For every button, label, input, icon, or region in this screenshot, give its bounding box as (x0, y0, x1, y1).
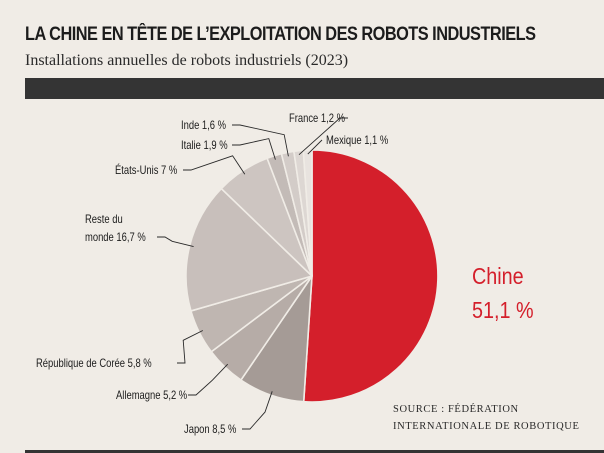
pie-slice-chine (302, 149, 439, 403)
leader-line-inde (232, 124, 289, 157)
slice-label-mexique: Mexique 1,1 % (326, 134, 388, 147)
slice-label-etats-unis: États-Unis 7 % (115, 163, 177, 177)
source-line-1: SOURCE : FÉDÉRATION (393, 404, 519, 415)
slice-value-reste-du-monde: monde 16,7 % (85, 231, 146, 244)
pie-slices (185, 149, 439, 403)
leader-line-reste-du-monde (157, 236, 194, 248)
chart-title: LA CHINE EN TÊTE DE L’EXPLOITATION DES R… (25, 24, 536, 45)
leader-line-etats-unis (183, 155, 246, 175)
slice-value-chine: 51,1 % (472, 298, 534, 324)
slice-label-japon: Japon 8,5 % (184, 423, 236, 436)
leader-line-mexique (307, 139, 323, 155)
leader-line-republique-de-coree (177, 330, 204, 364)
header-bar (25, 78, 604, 99)
slice-label-republique-de-coree: République de Corée 5,8 % (36, 357, 152, 370)
slice-label-allemagne: Allemagne 5,2 % (116, 389, 187, 402)
slice-label-inde: Inde 1,6 % (181, 119, 226, 132)
slice-label-chine: Chine (472, 264, 524, 290)
pie-labels: Chine 51,1 % Japon 8,5 % Allemagne 5,2 % Rép… (36, 112, 534, 436)
source-note: SOURCE : FÉDÉRATION INTERNATIONALE DE RO… (393, 401, 580, 435)
bottom-rule (25, 450, 604, 453)
leader-line-japon (242, 391, 273, 430)
leader-line-italie (232, 138, 276, 160)
slice-label-france: France 1,2 % (289, 112, 345, 125)
slice-label-reste-du-monde: Reste du (85, 213, 123, 226)
chart-subtitle: Installations annuelles de robots indust… (25, 52, 349, 69)
source-line-2: INTERNATIONALE DE ROBOTIQUE (393, 421, 580, 432)
slice-label-italie: Italie 1,9 % (181, 139, 228, 152)
leader-line-allemagne (188, 363, 229, 396)
leader-line-france (298, 117, 348, 156)
